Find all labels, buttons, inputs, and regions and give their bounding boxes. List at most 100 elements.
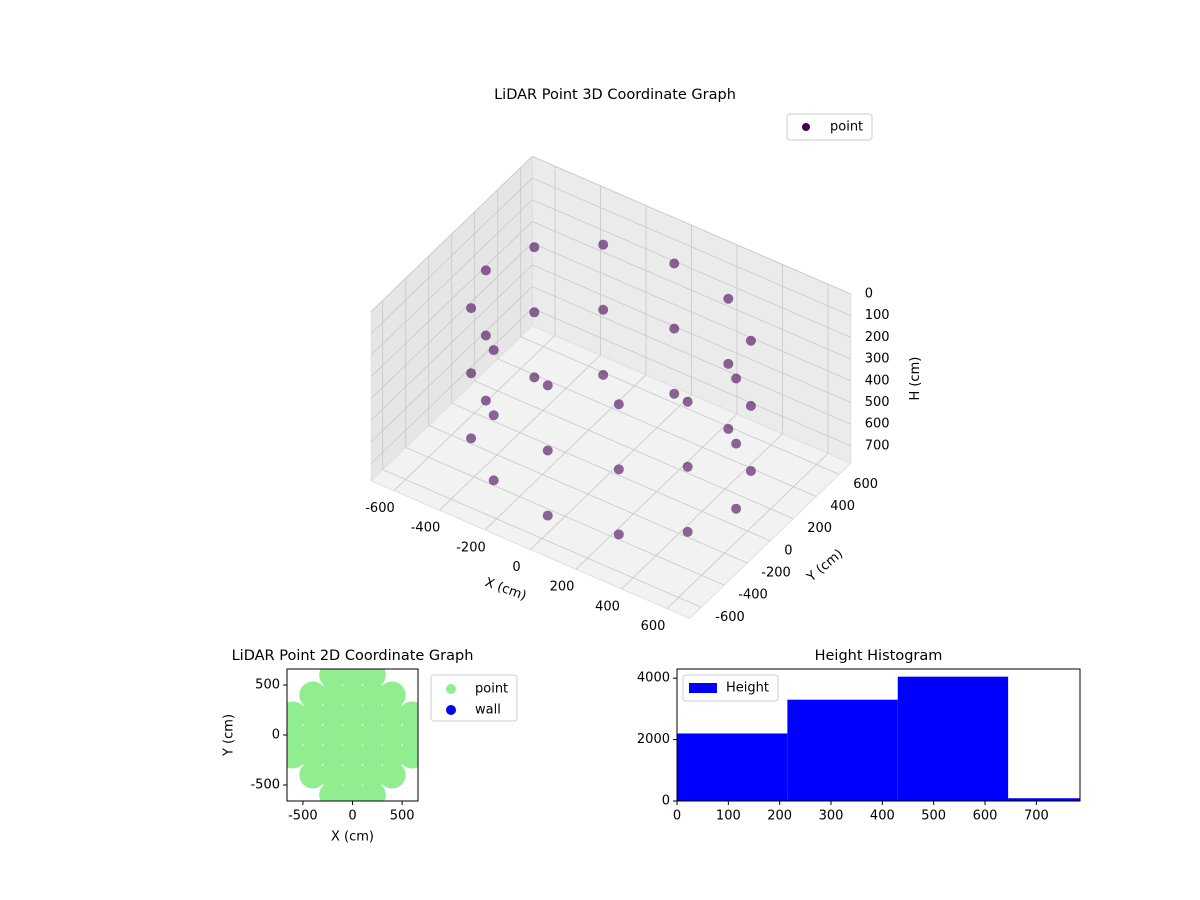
point [669,323,680,334]
point [378,701,406,729]
point [488,410,499,421]
bar [897,676,1009,801]
point [299,681,327,709]
y-tick-label: 200 [807,521,832,536]
z-tick-label: 700 [865,438,890,453]
bar [1008,798,1080,801]
point [358,681,386,709]
point [598,304,609,315]
z-tick-label: 500 [865,395,890,410]
point [669,258,680,269]
legend-label: Height [726,681,769,696]
x-tick-label: 700 [1024,809,1049,824]
y-tick-label: 500 [255,678,280,693]
grid-line [370,177,533,334]
grid-line [370,242,533,399]
bar [787,699,898,801]
point [358,669,386,689]
grid-line [370,221,533,377]
x-tick-label: 600 [973,809,998,824]
grid-line [532,286,851,425]
point [745,465,756,476]
z-tick-label: 0 [865,286,873,301]
x-tick-label: 0 [673,809,681,824]
z-tick-label: 100 [865,308,890,323]
x-tick-label: -400 [411,521,441,536]
point [299,761,327,789]
point [598,239,609,250]
point [542,445,553,456]
point [682,461,693,472]
point [466,368,477,379]
point [378,761,406,789]
point [398,701,418,729]
legend-label: point [830,120,863,135]
point [529,242,540,253]
point [745,335,756,346]
point [480,330,491,341]
point [358,741,386,769]
z-tick-label: 600 [865,417,890,432]
x-tick-label: 100 [716,809,741,824]
plot-area [677,676,1080,801]
grid-line [451,402,771,542]
grid-line [532,307,851,447]
y-axis-label: Y (cm) [222,714,237,757]
point [358,701,386,729]
point [299,701,327,729]
legend-marker [446,705,456,715]
point [731,373,742,384]
y-tick-label: 0 [272,728,280,743]
grid-line [474,380,794,520]
y-tick-label: -600 [715,610,745,625]
point [745,400,756,411]
grid-line [370,156,533,312]
y-tick-label: -400 [738,588,768,603]
point [319,741,347,769]
chart-title: Height Histogram [815,648,943,664]
point [731,503,742,514]
chart-title: LiDAR Point 3D Coordinate Graph [494,87,736,103]
x-tick-label: 400 [870,809,895,824]
grid-line [428,424,748,564]
z-tick-label: 300 [865,352,890,367]
y-tick-label: 400 [830,499,855,514]
point [723,423,734,434]
grid-line [370,307,533,464]
point [669,388,680,399]
grid-line [532,221,851,360]
x-tick-label: 200 [767,809,792,824]
point [613,464,624,475]
x-tick-label: 0 [512,560,520,575]
legend-box [786,113,873,141]
point [488,475,499,486]
point [529,307,540,318]
x-tick-label: -500 [288,809,318,824]
plot-area [287,669,418,801]
point [613,399,624,410]
point [480,265,491,276]
grid-line [532,156,851,295]
x-tick-label: -600 [365,501,395,516]
legend-label: wall [475,703,501,718]
grid-line [370,286,533,442]
y-tick-label: 600 [853,477,878,492]
y-tick-label: -500 [250,778,280,793]
point [339,741,366,769]
point [378,741,406,769]
point [488,345,499,356]
x-tick-label: -200 [456,540,486,555]
point [682,526,693,537]
point [466,303,477,314]
x-tick-label: 200 [550,580,575,595]
x-tick-label: 500 [921,809,946,824]
grid-line [370,199,533,356]
point [339,701,366,729]
point [378,681,406,709]
z-tick-label: 200 [865,330,890,345]
grid-line [532,264,851,403]
z-axis-label: H (cm) [908,357,923,401]
legend-box [682,674,779,702]
